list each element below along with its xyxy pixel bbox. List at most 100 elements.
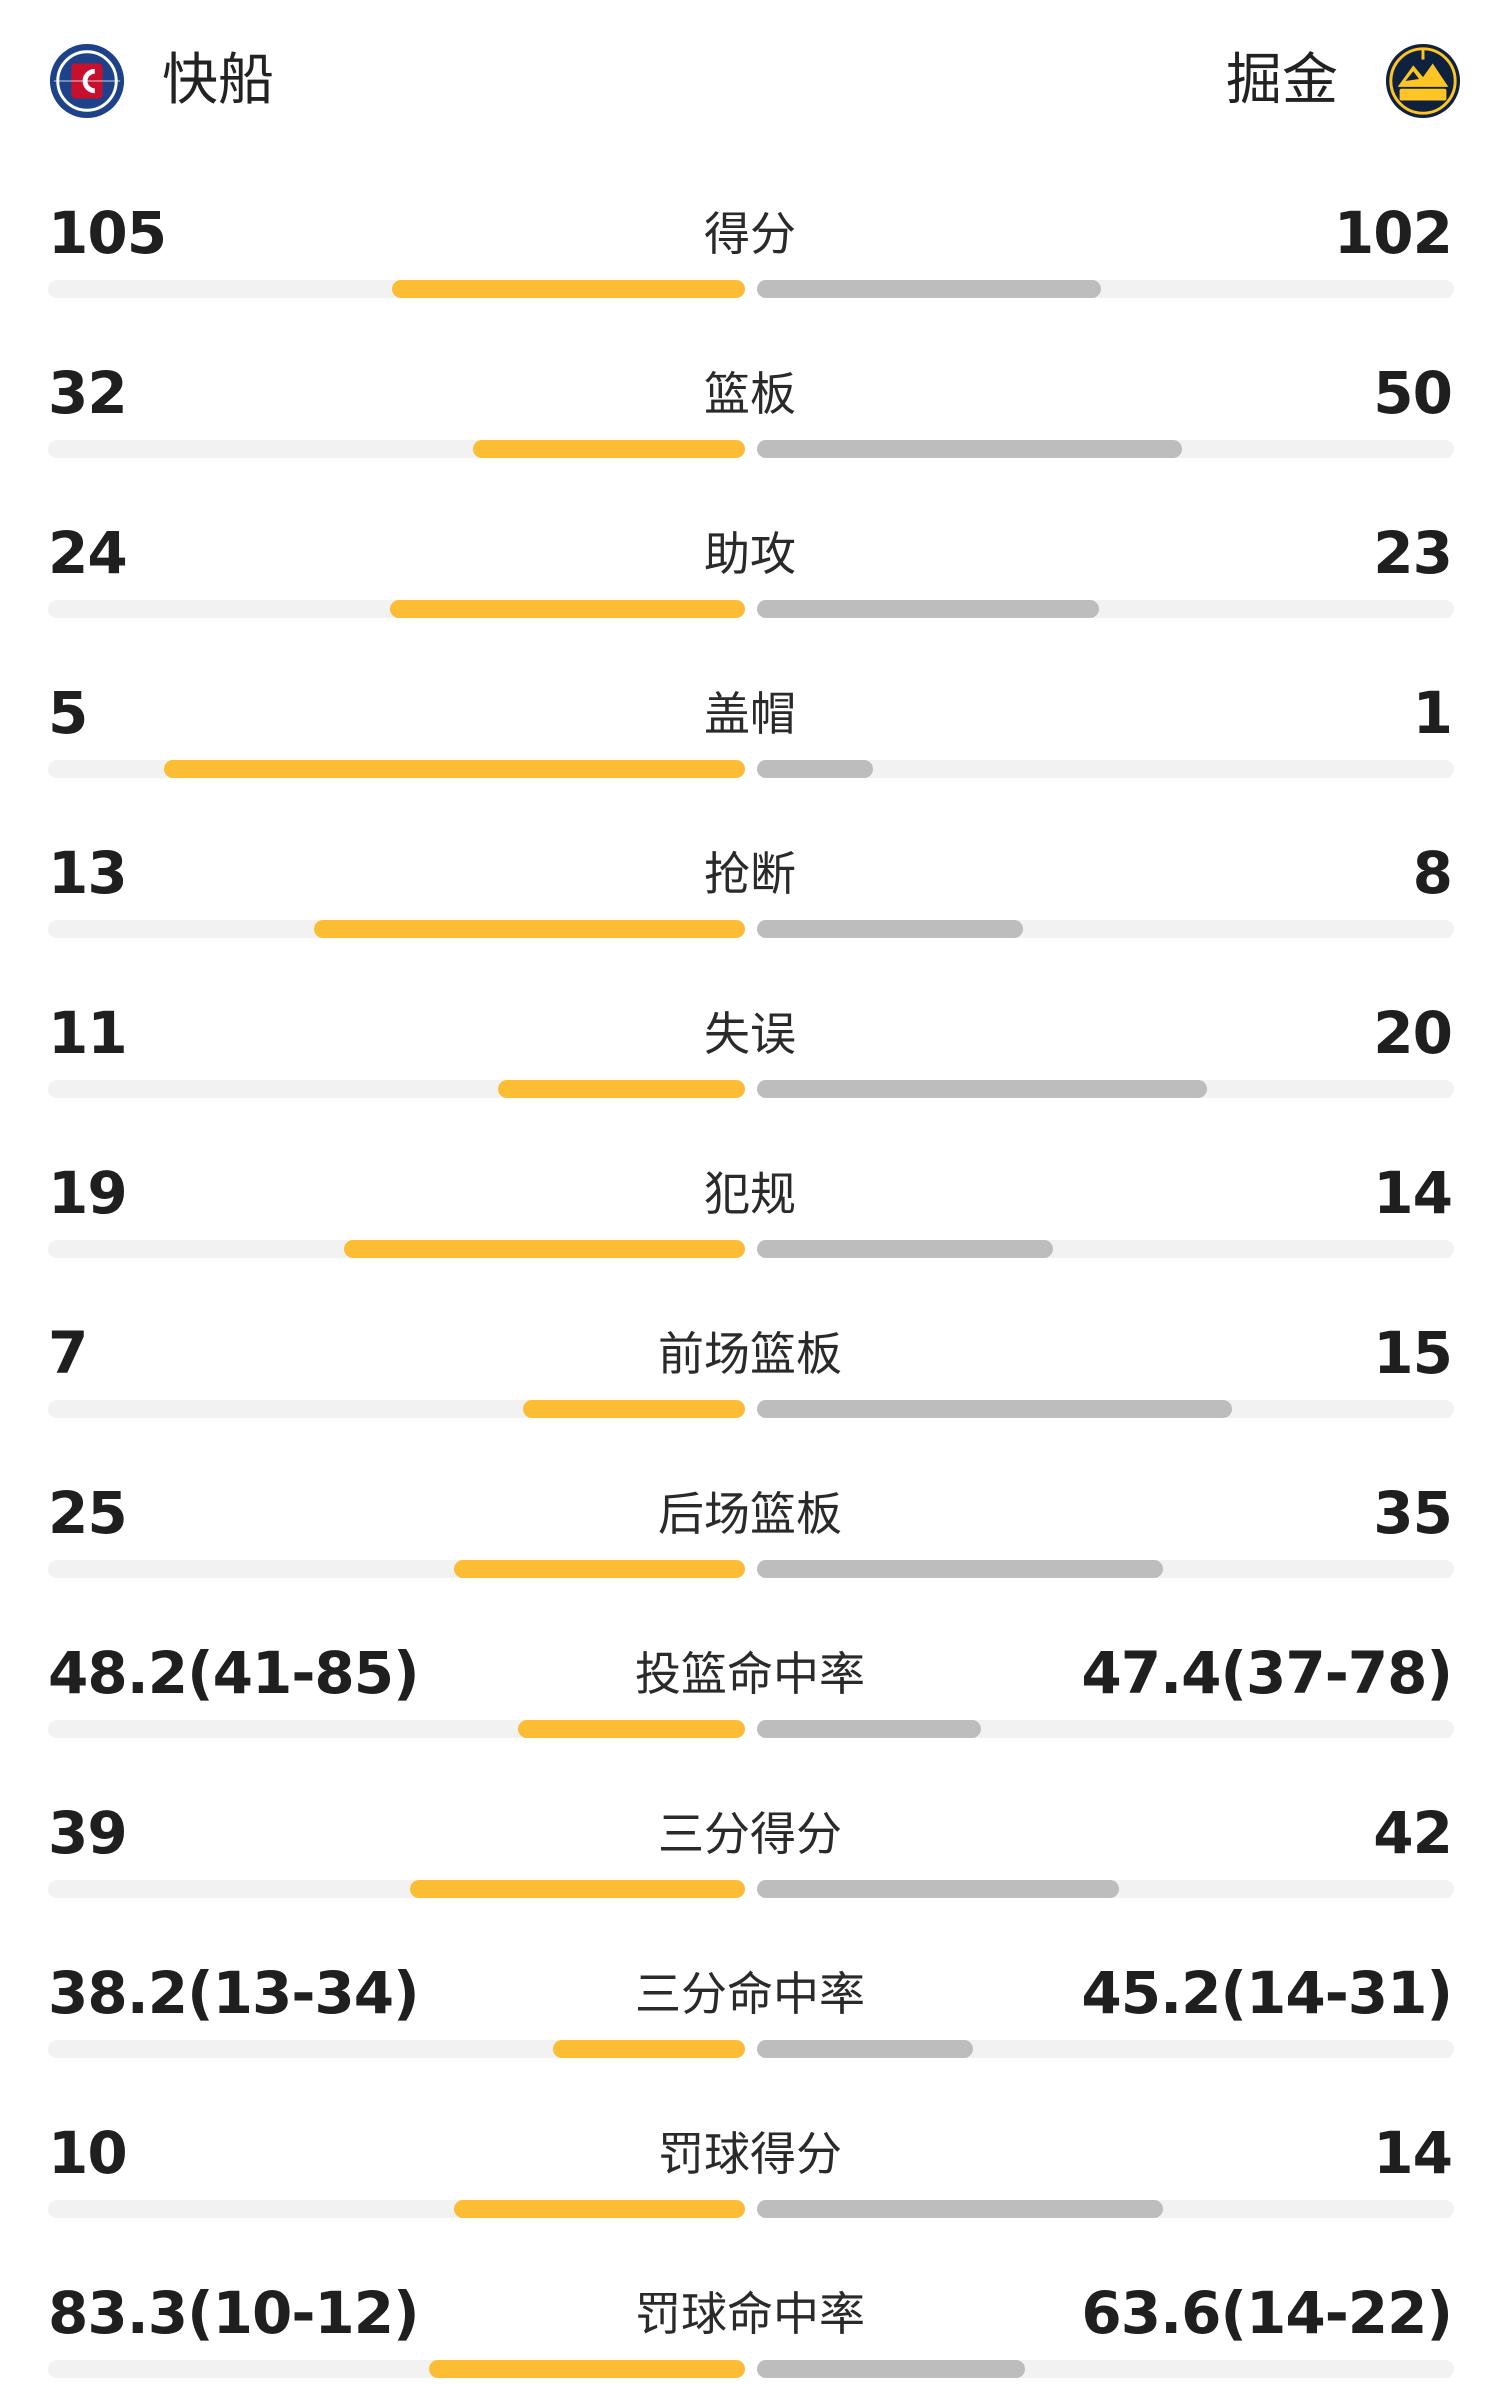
away-bar-track xyxy=(757,1720,1454,1738)
stat-row: 38.2(13-34) 三分命中率 45.2(14-31) xyxy=(0,1930,1500,2090)
away-bar-fill xyxy=(757,920,1023,938)
stat-label: 得分 xyxy=(704,207,796,261)
away-bar-fill xyxy=(757,1560,1163,1578)
away-bar-track xyxy=(757,1880,1454,1898)
away-bar-fill xyxy=(757,440,1182,458)
home-bar-track xyxy=(48,1240,745,1258)
team-header: 快船 掘金 xyxy=(0,0,1500,160)
stat-label: 犯规 xyxy=(704,1167,796,1221)
home-bar-fill xyxy=(523,1400,745,1418)
home-bar-track xyxy=(48,920,745,938)
stat-row: 13 抢断 8 xyxy=(0,810,1500,970)
home-bar-fill xyxy=(429,2360,745,2378)
stat-label: 三分命中率 xyxy=(635,1967,865,2021)
home-stat-value: 11 xyxy=(48,999,128,1067)
home-bar-track xyxy=(48,2200,745,2218)
away-stat-value: 42 xyxy=(1373,1799,1453,1867)
home-bar-fill xyxy=(498,1080,745,1098)
home-stat-value: 19 xyxy=(48,1159,128,1227)
stat-label: 失误 xyxy=(704,1007,796,1061)
away-bar-track xyxy=(757,2040,1454,2058)
away-stat-value: 45.2(14-31) xyxy=(1081,1959,1453,2027)
clippers-logo-icon[interactable] xyxy=(48,42,126,120)
home-bar-track xyxy=(48,760,745,778)
away-bar-track xyxy=(757,440,1454,458)
stat-row: 7 前场篮板 15 xyxy=(0,1290,1500,1450)
home-stat-value: 7 xyxy=(48,1319,88,1387)
stat-row: 19 犯规 14 xyxy=(0,1130,1500,1290)
away-bar-fill xyxy=(757,1080,1207,1098)
home-stat-value: 48.2(41-85) xyxy=(48,1639,420,1707)
stat-label: 抢断 xyxy=(704,847,796,901)
home-stat-value: 25 xyxy=(48,1479,128,1547)
home-bar-track xyxy=(48,1880,745,1898)
home-stat-value: 83.3(10-12) xyxy=(48,2279,420,2347)
stat-row: 11 失误 20 xyxy=(0,970,1500,1130)
home-team-name[interactable]: 快船 xyxy=(162,48,274,113)
home-stat-value: 10 xyxy=(48,2119,128,2187)
home-stat-value: 38.2(13-34) xyxy=(48,1959,420,2027)
away-bar-fill xyxy=(757,600,1099,618)
stat-row: 10 罚球得分 14 xyxy=(0,2090,1500,2250)
home-stat-value: 39 xyxy=(48,1799,128,1867)
away-bar-fill xyxy=(757,760,873,778)
home-bar-track xyxy=(48,440,745,458)
stat-row: 105 得分 102 xyxy=(0,170,1500,330)
away-bar-track xyxy=(757,1560,1454,1578)
stat-label: 罚球命中率 xyxy=(635,2287,865,2341)
home-bar-track xyxy=(48,280,745,298)
away-stat-value: 8 xyxy=(1412,839,1453,907)
away-bar-fill xyxy=(757,1880,1119,1898)
stat-label: 后场篮板 xyxy=(658,1487,842,1541)
home-bar-track xyxy=(48,1400,745,1418)
home-bar-track xyxy=(48,1720,745,1738)
home-bar-fill xyxy=(518,1720,745,1738)
stat-row: 39 三分得分 42 xyxy=(0,1770,1500,1930)
stat-label: 三分得分 xyxy=(658,1807,842,1861)
away-bar-fill xyxy=(757,2360,1025,2378)
away-stat-value: 63.6(14-22) xyxy=(1081,2279,1453,2347)
home-bar-fill xyxy=(390,600,745,618)
home-bar-fill xyxy=(392,280,745,298)
away-bar-track xyxy=(757,1080,1454,1098)
home-bar-fill xyxy=(454,1560,745,1578)
away-team-name[interactable]: 掘金 xyxy=(1226,48,1338,113)
stat-row: 83.3(10-12) 罚球命中率 63.6(14-22) xyxy=(0,2250,1500,2400)
stat-row: 24 助攻 23 xyxy=(0,490,1500,650)
away-stat-value: 35 xyxy=(1373,1479,1453,1547)
away-stat-value: 14 xyxy=(1373,1159,1453,1227)
away-bar-track xyxy=(757,280,1454,298)
nuggets-logo-icon[interactable] xyxy=(1384,42,1462,120)
away-stat-value: 50 xyxy=(1373,359,1453,427)
home-bar-track xyxy=(48,600,745,618)
home-bar-fill xyxy=(164,760,745,778)
home-stat-value: 32 xyxy=(48,359,128,427)
away-bar-fill xyxy=(757,2040,973,2058)
stat-label: 罚球得分 xyxy=(658,2127,842,2181)
away-bar-track xyxy=(757,1240,1454,1258)
home-bar-fill xyxy=(314,920,745,938)
away-stat-value: 23 xyxy=(1373,519,1453,587)
away-bar-fill xyxy=(757,280,1101,298)
home-bar-track xyxy=(48,1080,745,1098)
home-bar-fill xyxy=(473,440,745,458)
away-bar-track xyxy=(757,600,1454,618)
stat-label: 盖帽 xyxy=(704,687,796,741)
home-bar-track xyxy=(48,2040,745,2058)
away-bar-track xyxy=(757,920,1454,938)
stat-label: 投篮命中率 xyxy=(635,1647,865,1701)
away-bar-track xyxy=(757,2200,1454,2218)
stat-row: 48.2(41-85) 投篮命中率 47.4(37-78) xyxy=(0,1610,1500,1770)
home-bar-fill xyxy=(553,2040,745,2058)
away-stat-value: 102 xyxy=(1333,199,1453,267)
stat-row: 25 后场篮板 35 xyxy=(0,1450,1500,1610)
home-stat-value: 24 xyxy=(48,519,128,587)
stat-label: 前场篮板 xyxy=(658,1327,842,1381)
home-stat-value: 5 xyxy=(48,679,88,747)
home-bar-track xyxy=(48,2360,745,2378)
home-stat-value: 13 xyxy=(48,839,128,907)
away-stat-value: 1 xyxy=(1412,679,1453,747)
away-bar-track xyxy=(757,2360,1454,2378)
away-stat-value: 14 xyxy=(1373,2119,1453,2187)
home-bar-fill xyxy=(344,1240,745,1258)
